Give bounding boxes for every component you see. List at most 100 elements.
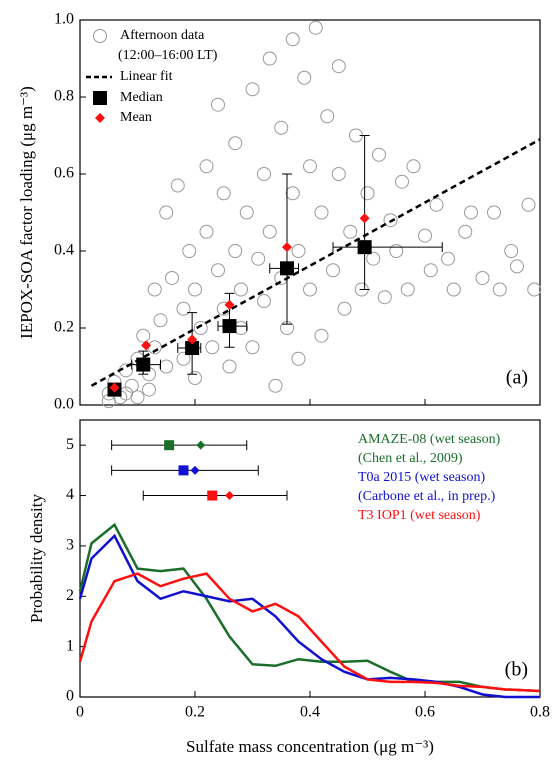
panel-label: (a)	[506, 367, 528, 389]
x-tick-label: 0.2	[185, 704, 205, 721]
scatter-point	[308, 20, 323, 35]
scatter-point	[303, 282, 317, 297]
scatter-point	[159, 359, 174, 374]
scatter-point	[297, 70, 312, 85]
median-marker	[136, 357, 151, 372]
plot-frame	[79, 419, 541, 698]
median-marker	[164, 440, 175, 451]
scatter-point	[360, 186, 375, 201]
y-tick-label: 0.4	[54, 242, 74, 259]
scatter-point	[182, 244, 197, 258]
scatter-point	[464, 205, 478, 220]
mean-marker	[141, 340, 152, 351]
scatter-point	[170, 178, 185, 193]
median-marker	[207, 490, 218, 501]
scatter-point	[228, 244, 243, 258]
scatter-point	[199, 159, 214, 174]
median-marker	[178, 465, 189, 476]
mean-marker	[109, 382, 120, 393]
scatter-point	[383, 213, 398, 228]
scatter-point	[153, 313, 168, 328]
scatter-point	[205, 340, 220, 355]
scatter-point	[222, 359, 237, 374]
mean-marker	[282, 242, 292, 253]
y-tick-label: 1.0	[54, 11, 74, 28]
scatter-point	[199, 224, 214, 239]
scatter-point	[234, 282, 248, 297]
y-axis-label: IEPOX-SOA factor loading (μg m⁻³)	[17, 86, 36, 339]
scatter-point	[211, 263, 225, 278]
x-tick-label: 0.6	[415, 704, 435, 721]
scatter-point	[303, 159, 317, 174]
scatter-point	[193, 321, 208, 335]
y-tick-label: 2	[66, 587, 74, 604]
legend-note: (Carbone et al., in prep.)	[358, 489, 496, 504]
median-marker	[185, 341, 200, 356]
y-tick-label: 0.8	[54, 88, 74, 105]
scatter-point	[130, 390, 145, 405]
scatter-point	[239, 205, 254, 220]
median-marker	[222, 319, 237, 334]
y-tick-label: 0.2	[54, 319, 74, 336]
scatter-point	[331, 167, 346, 181]
legend-marker	[95, 113, 105, 123]
y-axis-label: Probability density	[27, 494, 46, 623]
scatter-point	[262, 224, 277, 239]
y-tick-label: 4	[66, 486, 74, 503]
legend-label: Linear fit	[120, 69, 173, 84]
scatter-point	[147, 282, 162, 297]
y-tick-label: 0.0	[54, 396, 74, 413]
scatter-point	[521, 197, 536, 212]
scatter-point	[211, 97, 225, 112]
legend-label: T0a 2015 (wet season)	[358, 470, 485, 485]
y-tick-label: 0.6	[54, 165, 74, 182]
scatter-point	[337, 301, 352, 316]
scatter-point	[314, 328, 329, 343]
median-marker	[357, 240, 372, 255]
scatter-point	[423, 263, 438, 278]
y-tick-label: 1	[66, 637, 74, 654]
scatter-point	[136, 328, 151, 343]
scatter-point	[389, 244, 404, 258]
mean-marker	[187, 334, 198, 345]
scatter-point	[124, 378, 139, 393]
scatter-point	[257, 294, 271, 309]
scatter-point	[291, 351, 306, 366]
density-line	[78, 522, 541, 693]
scatter-point	[400, 282, 415, 297]
mean-marker	[190, 465, 200, 475]
legend-marker	[93, 29, 107, 43]
scatter-point	[326, 263, 340, 278]
legend-label: Mean	[120, 110, 152, 125]
scatter-point	[274, 120, 289, 135]
legend-label: AMAZE-08 (wet season)	[358, 432, 501, 447]
legend-note: (12:00–16:00 LT)	[118, 48, 218, 63]
scatter-point	[475, 270, 490, 285]
density-line	[78, 572, 541, 693]
scatter-point	[458, 224, 473, 239]
mean-marker	[224, 299, 235, 310]
scatter-point	[245, 82, 260, 97]
scatter-point	[395, 174, 409, 189]
scatter-point	[320, 109, 335, 124]
scatter-point	[268, 378, 283, 393]
scatter-point	[262, 51, 277, 66]
panel-label: (b)	[505, 659, 528, 681]
scatter-point	[492, 282, 507, 297]
scatter-point	[446, 282, 461, 297]
scatter-point	[366, 251, 381, 266]
scatter-point	[504, 244, 519, 258]
scatter-point	[245, 340, 260, 355]
y-tick-label: 3	[66, 537, 74, 554]
scatter-point	[285, 32, 300, 47]
fit-line	[90, 138, 541, 387]
scatter-point	[429, 197, 444, 212]
scatter-point	[257, 167, 271, 181]
scatter-point	[188, 282, 202, 297]
scatter-point	[441, 251, 455, 266]
scatter-point	[510, 259, 524, 274]
scatter-point	[228, 136, 243, 151]
scatter-point	[406, 159, 421, 174]
scatter-point	[487, 205, 501, 220]
x-axis-label: Sulfate mass concentration (μg m⁻³)	[186, 737, 434, 756]
